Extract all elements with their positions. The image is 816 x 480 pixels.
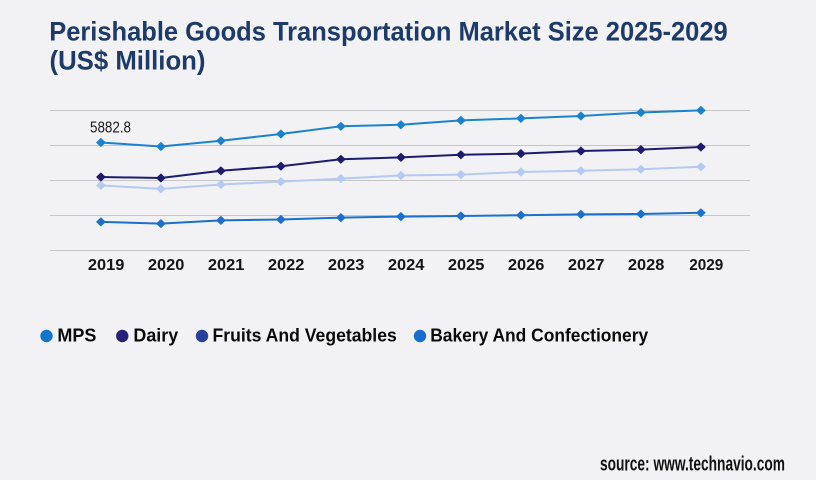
svg-text:2029: 2029 xyxy=(689,257,723,274)
svg-text:Bakery And Confectionery: Bakery And Confectionery xyxy=(430,324,649,345)
svg-text:2024: 2024 xyxy=(388,257,425,274)
svg-text:2019: 2019 xyxy=(88,257,125,274)
svg-text:5882.8: 5882.8 xyxy=(90,120,131,137)
svg-text:2026: 2026 xyxy=(508,257,545,274)
svg-text:2021: 2021 xyxy=(208,257,245,274)
svg-text:2027: 2027 xyxy=(568,257,605,274)
svg-text:Fruits And Vegetables: Fruits And Vegetables xyxy=(213,324,397,345)
svg-text:Perishable Goods Transportatio: Perishable Goods Transportation Market S… xyxy=(49,16,728,46)
svg-text:Dairy: Dairy xyxy=(133,324,178,345)
svg-text:2022: 2022 xyxy=(268,257,305,274)
svg-text:2025: 2025 xyxy=(448,257,485,274)
svg-text:(US$ Million): (US$ Million) xyxy=(50,45,206,75)
svg-text:2028: 2028 xyxy=(628,257,665,274)
svg-text:2023: 2023 xyxy=(328,257,365,274)
svg-text:source: www.technavio.com: source: www.technavio.com xyxy=(600,454,785,476)
svg-text:2020: 2020 xyxy=(148,257,185,274)
svg-text:MPS: MPS xyxy=(57,324,96,345)
